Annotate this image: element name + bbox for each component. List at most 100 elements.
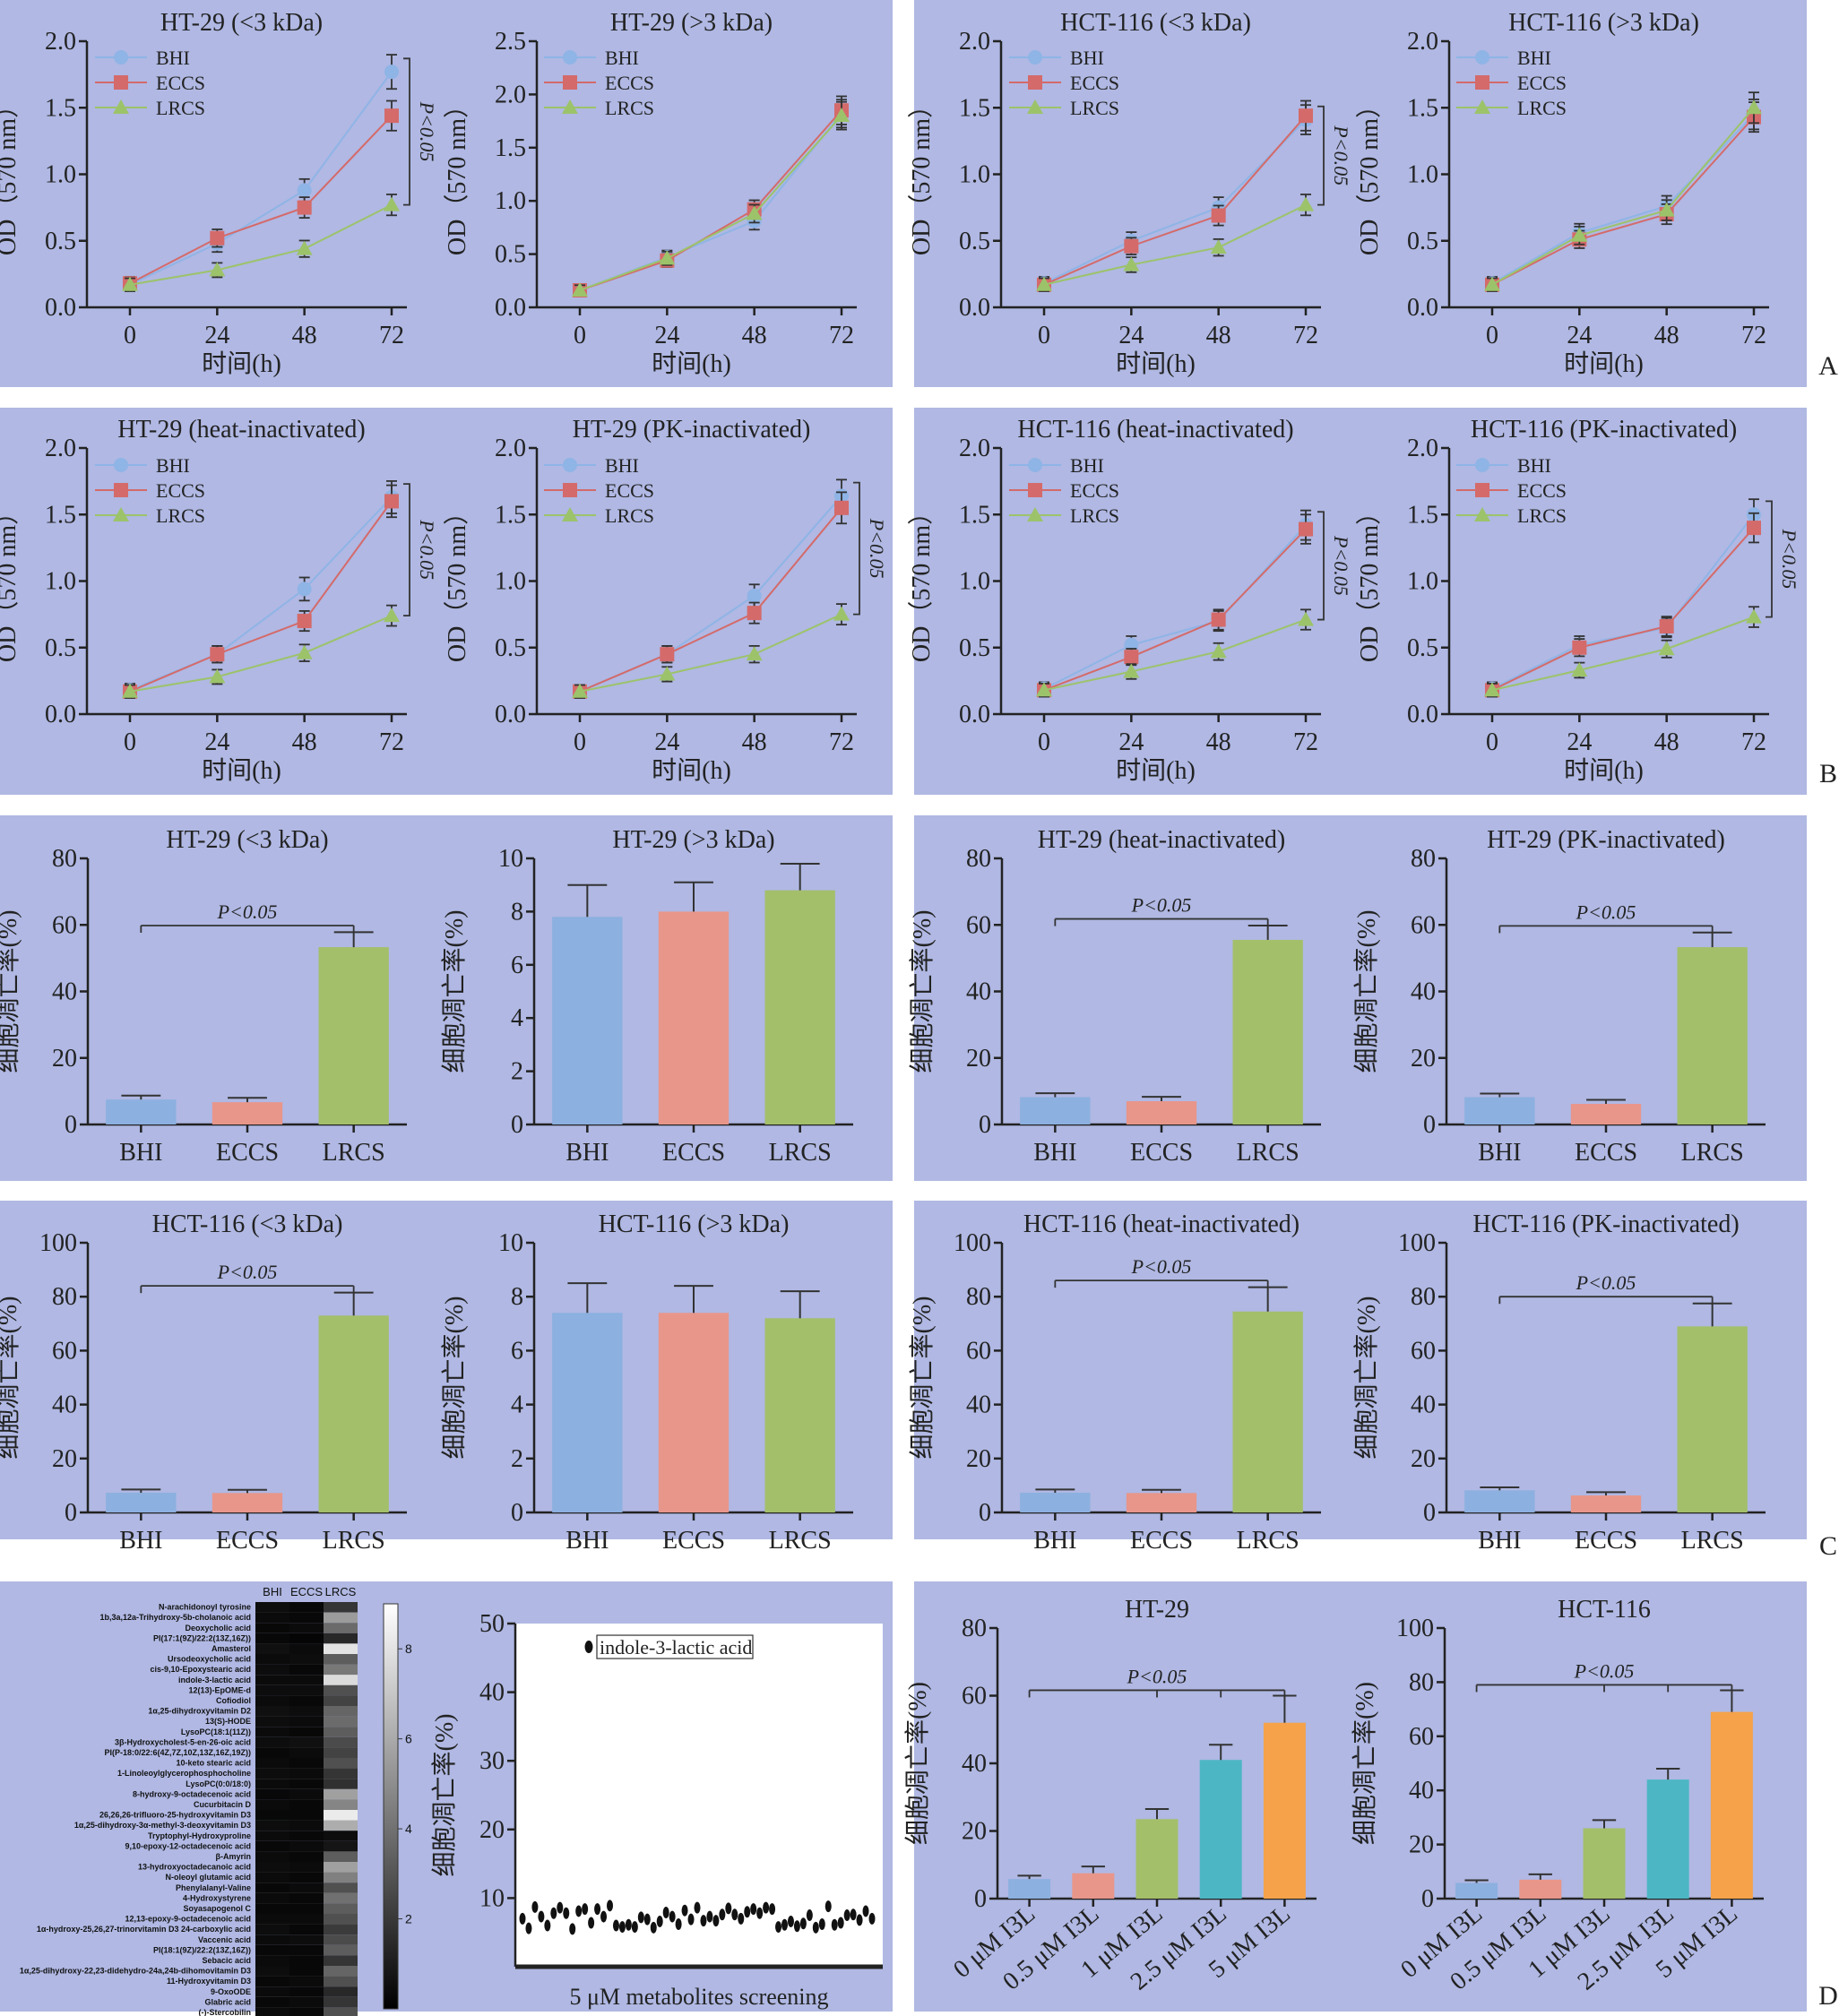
y-tick-label: 10 <box>498 1229 523 1257</box>
panel-background <box>0 0 893 387</box>
y-axis-label: 细胞凋亡率(%) <box>0 1297 22 1460</box>
bar-eccs <box>1126 1101 1197 1124</box>
heatmap-row-label: 8-hydroxy-9-octadecenoic acid <box>133 1789 251 1798</box>
heatmap-row-label: (-)-Stercobilin <box>199 2008 252 2016</box>
heatmap-cell <box>324 1768 358 1779</box>
legend-label: ECCS <box>1070 72 1119 94</box>
y-tick-label: 20 <box>966 1445 991 1473</box>
heatmap-cell <box>289 1966 324 1977</box>
y-tick-label: 40 <box>966 1391 991 1419</box>
y-tick-label: 1.5 <box>1407 94 1438 122</box>
x-tick-label: 72 <box>1741 322 1766 349</box>
scatter-point <box>594 1903 601 1916</box>
heatmap-cell <box>324 1966 358 1977</box>
x-tick-label: ECCS <box>1130 1527 1193 1555</box>
significance-label: P<0.05 <box>1778 529 1800 590</box>
y-tick-label: 20 <box>479 1816 505 1844</box>
y-tick-label: 100 <box>39 1229 77 1257</box>
panel-letter: D <box>1818 1981 1838 2011</box>
bar-chart: HCT-116 (heat-inactivated) 0 20 40 60 80 100 细胞… <box>908 1210 1321 1555</box>
bhi-point <box>297 582 312 597</box>
heatmap-cell <box>255 1914 289 1925</box>
x-tick-label: 24 <box>204 322 229 349</box>
series-line <box>579 109 842 291</box>
heatmap-cell <box>255 1779 289 1789</box>
heatmap-cell <box>255 1799 289 1810</box>
bar-5-m-i3l <box>1710 1711 1753 1899</box>
chart-title: HCT-116 (heat-inactivated) <box>1017 416 1293 444</box>
y-axis-label: OD（570 nm） <box>1355 93 1384 255</box>
significance-label: P<0.05 <box>1576 900 1636 923</box>
scatter-point <box>812 1921 819 1934</box>
bhi-point <box>747 588 762 603</box>
heatmap-row-label: 12(13)-EpOME-d <box>188 1685 251 1694</box>
lrcs-point <box>1210 643 1227 659</box>
scatter-point <box>643 1913 651 1926</box>
heatmap-cell <box>255 1903 289 1914</box>
heatmap-cell <box>289 1768 324 1779</box>
heatmap-cell <box>324 1788 358 1800</box>
heatmap-column-label: BHI <box>263 1585 282 1598</box>
y-tick-label: 60 <box>966 911 991 939</box>
significance-label: P<0.05 <box>1330 125 1352 185</box>
bar-lrcs <box>318 1315 389 1512</box>
y-tick-label: 100 <box>1398 1229 1436 1257</box>
triangle-icon <box>1027 99 1043 114</box>
y-tick-label: 0.5 <box>45 634 76 662</box>
heatmap-cell <box>289 1602 324 1613</box>
heatmap-row-label: 13(S)-HODE <box>205 1717 251 1726</box>
heatmap-cell <box>324 1903 358 1914</box>
scatter-point <box>825 1900 832 1913</box>
y-tick-label: 60 <box>962 1683 987 1710</box>
significance-label: P<0.05 <box>866 518 888 579</box>
circle-icon <box>563 458 577 472</box>
heatmap-cell <box>289 1706 324 1717</box>
scatter-point <box>706 1910 713 1923</box>
y-axis-label: OD（570 nm） <box>0 93 22 255</box>
panel-letter: C <box>1819 1531 1837 1561</box>
scatter-point <box>675 1918 682 1931</box>
heatmap-row-label: cis-9,10-Epoxystearic acid <box>150 1665 251 1674</box>
series-line <box>129 71 393 286</box>
scatter-point <box>756 1907 764 1919</box>
bar-eccs <box>1570 1495 1642 1512</box>
lrcs-point <box>1210 239 1227 254</box>
line-chart: HCT-116 (PK-inactivated) 0.0 0.5 1.0 1.5 2.0 O… <box>1355 416 1800 785</box>
y-tick-label: 0.5 <box>495 241 526 269</box>
heatmap-cell <box>289 1633 324 1644</box>
heatmap-cell <box>255 1862 289 1873</box>
x-tick-label: BHI <box>1033 1527 1076 1555</box>
lrcs-point <box>296 240 313 255</box>
lrcs-point <box>1036 276 1052 291</box>
panel-background <box>914 1201 1807 1539</box>
heatmap-cell <box>289 1820 324 1831</box>
square-icon <box>563 483 577 497</box>
scatter-point <box>712 1915 720 1927</box>
heatmap-cell <box>324 1633 358 1644</box>
bar-bhi <box>1464 1097 1535 1124</box>
y-tick-label: 0 <box>974 1885 987 1913</box>
scatter-point <box>550 1907 557 1919</box>
y-axis-label: OD（570 nm） <box>0 500 22 662</box>
heatmap-cell <box>289 1996 324 2008</box>
significance-bracket <box>1317 105 1325 206</box>
heatmap-cell <box>324 1934 358 1945</box>
heatmap-cell <box>255 1944 289 1956</box>
y-tick-label: 0.0 <box>45 294 76 322</box>
heatmap-cell <box>255 1716 289 1727</box>
heatmap-row-label: N-oleoyl glutamic acid <box>165 1873 251 1882</box>
legend-label: LRCS <box>1070 97 1119 119</box>
bar-eccs <box>1126 1493 1197 1512</box>
y-tick-label: 1.5 <box>45 501 76 529</box>
scatter-point <box>769 1903 776 1916</box>
scatter-point <box>781 1918 788 1931</box>
circle-icon <box>1028 50 1042 65</box>
legend-label: ECCS <box>156 72 205 94</box>
line-chart: HCT-116 (>3 kDa) 0.0 0.5 1.0 1.5 2.0 OD（570 nm… <box>1355 9 1769 378</box>
square-icon <box>1028 75 1042 90</box>
heatmap-cell <box>289 1747 324 1758</box>
scatter-point <box>538 1910 545 1923</box>
line-chart: HT-29 (heat-inactivated) 0.0 0.5 1.0 1.5 2.0 O… <box>0 416 438 785</box>
heatmap-cell <box>255 2007 289 2016</box>
significance-label: P<0.05 <box>1127 1665 1187 1687</box>
